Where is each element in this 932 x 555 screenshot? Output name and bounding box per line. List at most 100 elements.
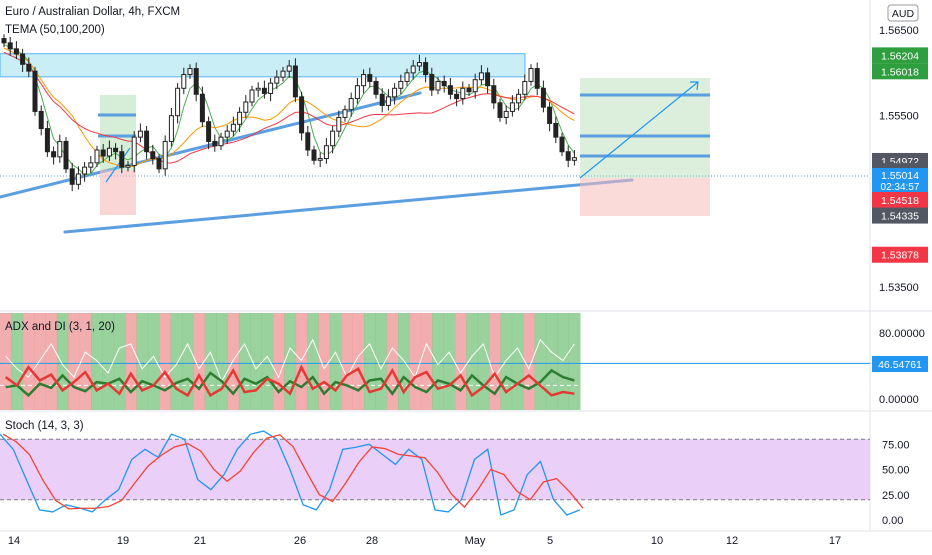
time-tick: 21 [194, 535, 206, 547]
candle-down [299, 96, 305, 134]
adx-bg-segment [432, 313, 445, 410]
adx-value-bg [872, 356, 928, 372]
candle-down [38, 110, 44, 130]
candle-down [150, 151, 156, 160]
candle-down [100, 149, 106, 157]
candle-down [379, 93, 385, 106]
adx-bg-segment [386, 313, 399, 410]
adx-bg-segment [22, 313, 35, 410]
adx-bg-segment [375, 313, 388, 410]
risk-area [580, 178, 710, 216]
candle-up [88, 162, 94, 168]
candle-up [404, 72, 410, 82]
adx-bg-segment [443, 313, 456, 410]
adx-bg-segment [56, 313, 69, 410]
candle-up [175, 87, 181, 117]
candle-down [193, 68, 199, 95]
candle-up [460, 87, 466, 100]
candle-up [75, 173, 81, 185]
candle-up [187, 68, 193, 76]
candle-down [454, 93, 460, 100]
candle-up [509, 102, 515, 112]
adx-bg-segment [181, 313, 194, 410]
candle-down [547, 106, 553, 124]
candle-down [1, 38, 7, 44]
adx-bg-segment [511, 313, 524, 410]
candle-down [119, 151, 125, 168]
resistance-zone[interactable] [0, 53, 526, 78]
price-tick: 1.56500 [879, 25, 919, 37]
candle-up [472, 79, 478, 93]
adx-value-label: 46.54761 [878, 359, 922, 371]
candle-down [305, 132, 311, 151]
candle-down [540, 87, 546, 108]
position-tools[interactable] [98, 78, 710, 216]
adx-bg-segment [250, 313, 263, 410]
price-label: 1.54518 [881, 195, 919, 207]
price-axis[interactable]: 1.565001.555001.535001.562041.560181.549… [872, 25, 928, 294]
adx-bg-segment [568, 313, 581, 410]
candle-down [423, 62, 429, 76]
stoch-tick: 0.00 [882, 515, 903, 527]
price-label-bg [872, 207, 928, 224]
time-tick: 26 [294, 535, 306, 547]
candle-down [261, 87, 267, 94]
current-price-bg [872, 168, 928, 192]
candle-up [503, 110, 509, 118]
adx-bg-segment [318, 313, 331, 410]
stoch-d-line [2, 433, 584, 510]
candle-up [168, 115, 174, 142]
candle-up [354, 85, 360, 100]
candle-down [212, 140, 218, 147]
price-tick: 1.53500 [879, 282, 919, 294]
stoch-pane: 75.00 50.00 25.00 0.00 [0, 430, 910, 527]
price-label-bg [872, 191, 928, 208]
candle-down [311, 149, 317, 161]
candle-down [367, 74, 373, 82]
adx-bg-segment [159, 313, 172, 410]
time-tick: 28 [366, 535, 378, 547]
candle-up [361, 74, 367, 87]
adx-bg-segment [147, 313, 160, 410]
time-tick: 10 [651, 535, 663, 547]
profit-area-small [100, 95, 136, 170]
candle-down [13, 48, 19, 55]
adx-bg-segment [227, 313, 240, 410]
candle-up [131, 136, 137, 166]
adx-bg-segment [238, 313, 251, 410]
candle-down [206, 121, 212, 142]
adx-tick: 80.00000 [879, 328, 925, 340]
candle-up [82, 166, 88, 175]
candle-up [255, 87, 261, 91]
candle-down [113, 147, 119, 153]
candles [1, 34, 577, 192]
adx-tick: 0.00000 [879, 394, 919, 406]
candle-up [435, 80, 441, 91]
currency-badge[interactable]: AUD [887, 4, 919, 22]
adx-bg-segment [136, 313, 149, 410]
candle-down [199, 93, 205, 123]
adx-bg-segment [204, 313, 217, 410]
adx-bg-segment [125, 313, 137, 410]
candle-down [447, 85, 453, 95]
adx-bg-segment [489, 313, 501, 410]
candle-up [348, 98, 354, 111]
candle-up [137, 130, 143, 138]
candle-down [534, 68, 540, 89]
candle-up [330, 130, 336, 147]
currency-badge-label: AUD [892, 8, 915, 20]
adx-bg-segment [68, 313, 81, 410]
time-axis[interactable]: 14 19 21 26 28 May 5 10 12 17 [8, 535, 841, 547]
projection-arrow [579, 81, 699, 179]
adx-bg-segment [477, 313, 490, 410]
candle-up [106, 147, 112, 157]
adx-bg-segment [272, 313, 285, 410]
zone-rect [0, 53, 526, 78]
di-plus-line [5, 368, 575, 398]
candle-down [373, 80, 379, 95]
adx-bg-segment [523, 313, 536, 410]
tema-indicator-label: TEMA (50,100,200) [5, 24, 105, 36]
candle-down [51, 151, 57, 158]
